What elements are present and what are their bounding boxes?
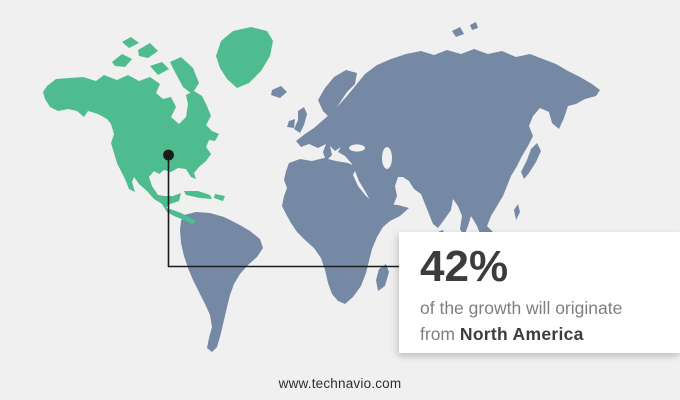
region-arctic-island-3 bbox=[150, 62, 169, 75]
region-south-america bbox=[180, 212, 263, 352]
region-scandinavia bbox=[318, 70, 357, 117]
marker-dot bbox=[163, 149, 174, 161]
black-sea bbox=[349, 144, 365, 152]
sea-overlays bbox=[349, 144, 392, 169]
callout-card: 42% of the growth will originate from No… bbox=[399, 232, 680, 353]
website-url: www.technavio.com bbox=[278, 376, 402, 391]
stat-value: 42% bbox=[420, 242, 509, 291]
region-uk bbox=[294, 107, 307, 133]
region-philippines bbox=[514, 204, 520, 220]
region-greenland bbox=[216, 27, 273, 88]
region-baffin-island bbox=[170, 57, 199, 94]
stat-description: of the growth will originate from North … bbox=[420, 295, 670, 347]
region-japan bbox=[521, 143, 541, 179]
stat-region-name: North America bbox=[459, 324, 584, 344]
region-cuba bbox=[184, 191, 212, 199]
region-madagascar bbox=[376, 264, 389, 291]
region-arctic-island-1 bbox=[112, 54, 132, 67]
region-arctic-island-4 bbox=[122, 37, 139, 48]
leader-line bbox=[167, 156, 403, 268]
stat-line1: of the growth will originate bbox=[420, 298, 623, 318]
region-eurasia bbox=[296, 49, 600, 241]
region-iceland bbox=[271, 86, 287, 98]
caspian-sea bbox=[382, 147, 392, 169]
region-hispaniola bbox=[214, 194, 225, 201]
region-africa bbox=[282, 158, 409, 304]
region-svalbard bbox=[452, 27, 464, 37]
region-ireland bbox=[287, 119, 295, 128]
region-arctic-isle bbox=[470, 22, 478, 30]
stat-line2-prefix: from bbox=[420, 324, 460, 344]
region-north-america-mainland bbox=[43, 75, 219, 225]
highlight-landmass-north-america bbox=[43, 27, 273, 225]
region-arctic-island-2 bbox=[138, 43, 158, 58]
